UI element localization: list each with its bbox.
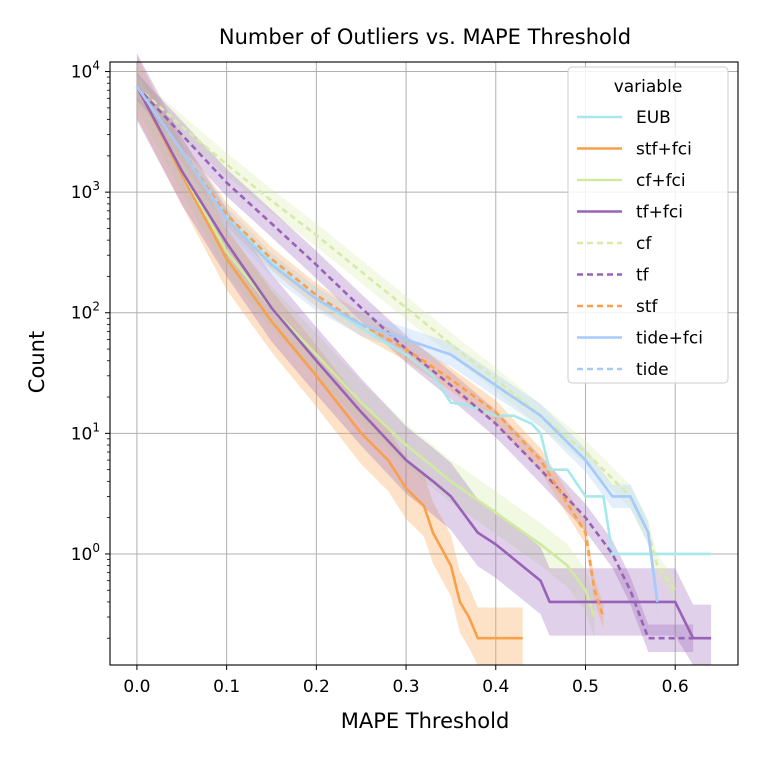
legend-label: tide+fci bbox=[636, 329, 703, 349]
legend-label: cf+fci bbox=[636, 171, 686, 191]
plot-frame bbox=[109, 61, 739, 666]
line-stf bbox=[135, 85, 605, 618]
x-tick-label: 0.4 bbox=[482, 677, 509, 697]
line-cf-fci bbox=[135, 85, 596, 618]
legend-label: cf bbox=[636, 234, 652, 254]
band-cf-fci bbox=[136, 65, 595, 639]
y-tick-label: 102 bbox=[71, 300, 100, 324]
legend-label: stf+fci bbox=[636, 140, 692, 160]
y-tick-label: 100 bbox=[71, 541, 100, 565]
legend-label: EUB bbox=[636, 108, 671, 128]
y-tick-label: 104 bbox=[71, 59, 100, 83]
legend: variable EUB stf+fci cf+fci tf+fci cf tf stf ti… bbox=[567, 66, 729, 384]
band-tf-fci bbox=[136, 53, 712, 665]
y-axis-label: Count bbox=[25, 331, 49, 393]
chart-title: Number of Outliers vs. MAPE Threshold bbox=[219, 25, 631, 49]
legend-label: tf+fci bbox=[636, 203, 683, 223]
x-tick-label: 0.2 bbox=[303, 677, 330, 697]
line-stf-fci bbox=[135, 86, 523, 640]
x-tick-label: 0.3 bbox=[393, 677, 420, 697]
legend-box bbox=[567, 66, 729, 384]
y-tick-label: 103 bbox=[71, 179, 100, 203]
legend-label: tf bbox=[636, 266, 650, 286]
legend-label: tide bbox=[636, 360, 669, 380]
x-tick-label: 0.5 bbox=[572, 677, 599, 697]
x-tick-label: 0.1 bbox=[213, 677, 240, 697]
x-axis-label: MAPE Threshold bbox=[341, 709, 510, 733]
series-lines bbox=[135, 85, 712, 640]
x-tick-label: 0.6 bbox=[662, 677, 689, 697]
x-tick-label: 0.0 bbox=[123, 677, 150, 697]
band-cf bbox=[136, 74, 676, 602]
line-tf-fci bbox=[135, 85, 712, 640]
line-tide bbox=[135, 85, 659, 603]
axis-ticks: 0.0 0.1 0.2 0.3 0.4 0.5 0.6 100 101 102 103 104 bbox=[71, 59, 689, 697]
legend-label: stf bbox=[636, 297, 659, 317]
line-tf bbox=[135, 85, 694, 640]
y-tick-label: 101 bbox=[71, 420, 100, 444]
legend-title: variable bbox=[614, 77, 683, 97]
